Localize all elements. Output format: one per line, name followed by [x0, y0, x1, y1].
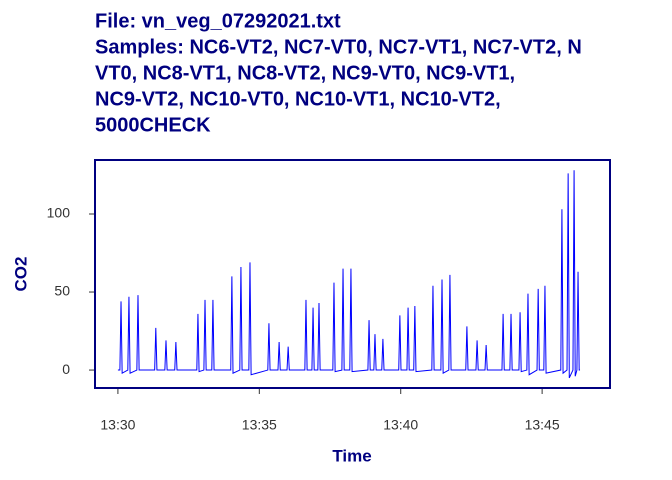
- chart-title: Samples: NC6-VT2, NC7-VT0, NC7-VT1, NC7-…: [95, 36, 582, 58]
- x-tick-label: 13:30: [100, 417, 135, 433]
- chart-title: NC9-VT2, NC10-VT0, NC10-VT1, NC10-VT2,: [95, 88, 501, 110]
- x-tick-label: 13:45: [525, 417, 560, 433]
- x-tick-label: 13:35: [242, 417, 277, 433]
- chart-title: File: vn_veg_07292021.txt: [95, 10, 341, 32]
- y-tick-label: 100: [47, 205, 71, 221]
- y-tick-label: 50: [54, 283, 70, 299]
- plot-frame: [94, 159, 611, 389]
- y-tick-label: 0: [62, 361, 70, 377]
- chart-title: VT0, NC8-VT1, NC8-VT2, NC9-VT0, NC9-VT1,: [95, 62, 515, 84]
- chart-title: 5000CHECK: [95, 114, 211, 136]
- y-axis-title: CO2: [11, 257, 30, 292]
- data-line: [117, 170, 581, 379]
- x-axis-title: Time: [332, 446, 371, 465]
- x-tick-label: 13:40: [383, 417, 418, 433]
